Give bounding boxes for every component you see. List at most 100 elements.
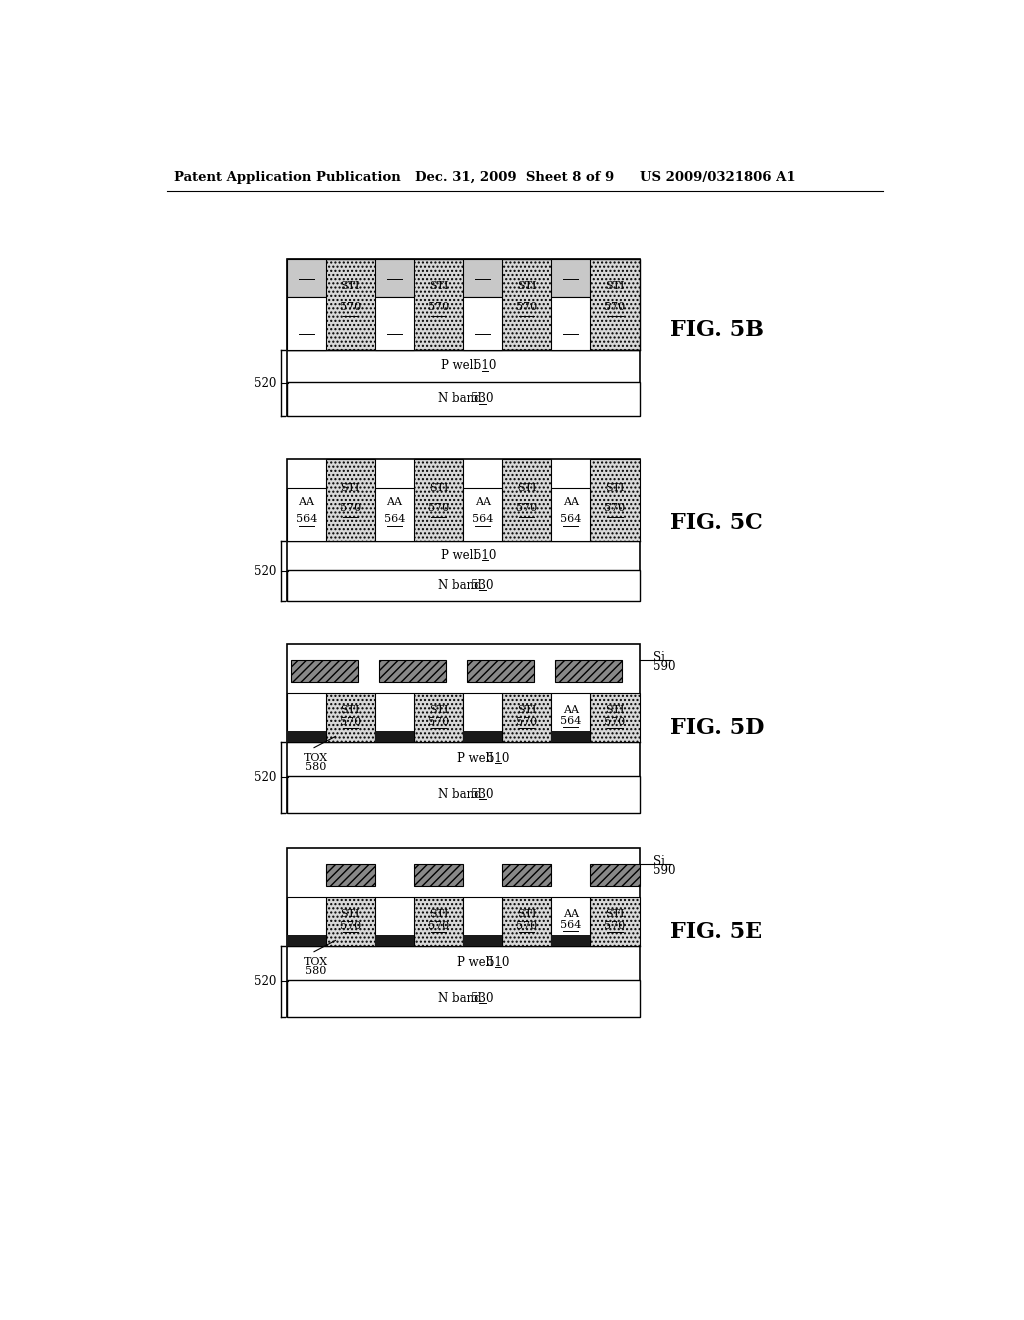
Text: 580: 580 bbox=[305, 762, 327, 771]
Bar bbox=[287, 297, 326, 350]
Bar bbox=[463, 487, 502, 541]
Bar bbox=[379, 660, 445, 682]
Bar bbox=[463, 297, 502, 350]
Text: STI: STI bbox=[605, 909, 625, 919]
Text: TOX: TOX bbox=[303, 957, 328, 968]
Text: 564: 564 bbox=[472, 322, 494, 333]
Text: Patent Application Publication: Patent Application Publication bbox=[174, 172, 401, 185]
Text: 570: 570 bbox=[340, 717, 361, 727]
Bar bbox=[590, 865, 640, 886]
Text: P well: P well bbox=[457, 752, 493, 766]
Text: 570: 570 bbox=[604, 302, 626, 312]
Bar bbox=[590, 459, 640, 541]
Text: FIG. 5B: FIG. 5B bbox=[671, 318, 765, 341]
Text: 570: 570 bbox=[604, 921, 626, 931]
Text: FIG. 5E: FIG. 5E bbox=[671, 921, 763, 944]
Text: STI: STI bbox=[341, 281, 360, 290]
Text: AA: AA bbox=[386, 498, 402, 507]
Bar bbox=[463, 693, 502, 742]
Text: AA: AA bbox=[474, 498, 490, 507]
Text: 570: 570 bbox=[516, 921, 538, 931]
Text: US 2009/0321806 A1: US 2009/0321806 A1 bbox=[640, 172, 795, 185]
Text: 580: 580 bbox=[305, 965, 327, 975]
Text: 550: 550 bbox=[296, 269, 317, 279]
Text: TOX: TOX bbox=[303, 752, 328, 763]
Text: 570: 570 bbox=[340, 503, 361, 513]
Text: N band: N band bbox=[437, 579, 481, 591]
Bar bbox=[375, 297, 414, 350]
Bar bbox=[287, 381, 640, 416]
Bar bbox=[502, 865, 551, 886]
Text: 590: 590 bbox=[653, 863, 676, 876]
Text: 520: 520 bbox=[254, 565, 276, 578]
Bar bbox=[502, 896, 551, 946]
Bar bbox=[287, 259, 640, 350]
Text: 550: 550 bbox=[560, 269, 582, 279]
Bar bbox=[375, 693, 414, 742]
Text: STI: STI bbox=[517, 705, 537, 715]
Text: STI: STI bbox=[517, 281, 537, 290]
Text: FIG. 5C: FIG. 5C bbox=[671, 512, 763, 533]
Text: P well: P well bbox=[457, 956, 493, 969]
Text: STI: STI bbox=[429, 705, 449, 715]
Bar bbox=[287, 487, 326, 541]
Text: N band: N band bbox=[437, 392, 481, 405]
Bar bbox=[375, 731, 414, 742]
Text: Dec. 31, 2009  Sheet 8 of 9: Dec. 31, 2009 Sheet 8 of 9 bbox=[415, 172, 614, 185]
Bar bbox=[326, 865, 375, 886]
Text: 570: 570 bbox=[428, 717, 450, 727]
Text: 570: 570 bbox=[604, 717, 626, 727]
Text: 510: 510 bbox=[474, 549, 496, 562]
Bar bbox=[551, 935, 590, 946]
Bar bbox=[463, 935, 502, 946]
Bar bbox=[287, 731, 640, 742]
Text: 564: 564 bbox=[296, 322, 317, 333]
Text: P well: P well bbox=[441, 549, 477, 562]
Bar bbox=[551, 693, 590, 742]
Bar bbox=[414, 693, 463, 742]
Bar bbox=[551, 297, 590, 350]
Bar bbox=[287, 459, 640, 601]
Bar bbox=[551, 896, 590, 946]
Text: 570: 570 bbox=[428, 503, 450, 513]
Bar bbox=[463, 259, 502, 297]
Bar bbox=[326, 896, 375, 946]
Bar bbox=[287, 259, 640, 416]
Text: AA: AA bbox=[298, 306, 314, 317]
Text: 570: 570 bbox=[604, 503, 626, 513]
Text: 550: 550 bbox=[384, 269, 406, 279]
Text: 564: 564 bbox=[560, 322, 582, 333]
Bar bbox=[502, 459, 551, 541]
Bar bbox=[326, 459, 375, 541]
Text: STI: STI bbox=[605, 483, 625, 492]
Text: AA: AA bbox=[298, 498, 314, 507]
Text: 520: 520 bbox=[254, 975, 276, 987]
Text: Si: Si bbox=[653, 854, 666, 867]
Bar bbox=[414, 896, 463, 946]
Bar bbox=[287, 776, 640, 813]
Text: 564: 564 bbox=[560, 920, 582, 931]
Bar bbox=[287, 847, 640, 1016]
Bar bbox=[551, 259, 590, 297]
Text: STI: STI bbox=[517, 909, 537, 919]
Bar bbox=[502, 693, 551, 742]
Text: STI: STI bbox=[429, 483, 449, 492]
Bar bbox=[551, 731, 590, 742]
Text: 590: 590 bbox=[653, 660, 676, 673]
Bar bbox=[287, 644, 640, 813]
Text: 550: 550 bbox=[472, 269, 494, 279]
Bar bbox=[375, 259, 414, 297]
Text: N band: N band bbox=[437, 991, 481, 1005]
Bar bbox=[414, 459, 463, 541]
Text: 570: 570 bbox=[516, 503, 538, 513]
Bar bbox=[287, 570, 640, 601]
Text: 510: 510 bbox=[486, 956, 509, 969]
Text: STI: STI bbox=[605, 281, 625, 290]
Bar bbox=[287, 259, 326, 297]
Text: AA: AA bbox=[474, 306, 490, 317]
Bar bbox=[414, 865, 463, 886]
Text: 564: 564 bbox=[296, 513, 317, 524]
Bar bbox=[463, 731, 502, 742]
Text: STI: STI bbox=[341, 909, 360, 919]
Bar bbox=[291, 660, 357, 682]
